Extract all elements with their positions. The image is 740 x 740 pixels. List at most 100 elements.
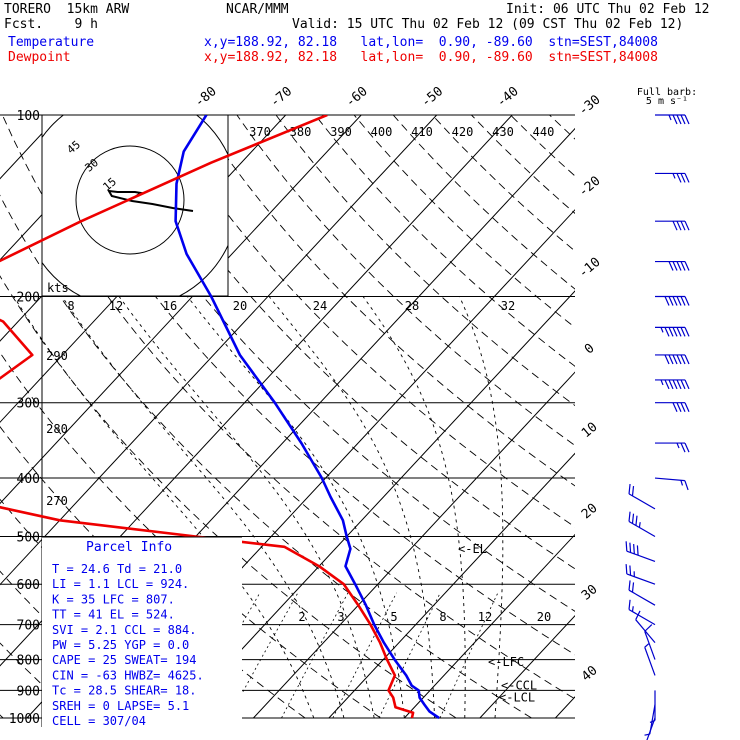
wind-barb-half-flag [680, 480, 684, 486]
wind-barb-flag [680, 354, 686, 365]
isotherm-label: 10 [579, 420, 601, 442]
dry-adiabat-line [119, 115, 575, 570]
isotherm-label: -60 [343, 84, 371, 111]
valid-time: Valid: 15 UTC Thu 02 Feb 12 (09 CST Thu … [292, 17, 684, 32]
wind-barb-flag [684, 220, 690, 231]
moist-adiabat-line [187, 296, 405, 719]
wind-barb-staff [626, 550, 656, 563]
mixing-ratio-label: 8 [439, 610, 446, 624]
wind-barb-flag [672, 296, 678, 306]
wind-barb-flag [636, 545, 639, 556]
wind-barb-flag [680, 379, 686, 390]
wind-barb-flag [672, 220, 678, 231]
wind-barb-flag [672, 327, 678, 337]
parcel-info-title: Parcel Info [86, 540, 172, 555]
org-label: NCAR/MMM [226, 2, 289, 17]
isotherm-line [177, 290, 575, 719]
wind-barb-half-flag [638, 522, 641, 528]
marker-ccl: <-CCL [501, 679, 537, 693]
isotherm-label: -40 [494, 84, 522, 111]
wind-barb-flag [668, 327, 674, 337]
wind-barb [655, 260, 690, 271]
wind-barb-flag [684, 480, 689, 491]
parcel-info-rows: T = 24.6 Td = 21.0LI = 1.1 LCL = 924.K =… [52, 562, 204, 728]
wind-barb-half-flag [660, 379, 664, 386]
wind-barb-flag [628, 484, 631, 494]
wind-barb-flag [672, 114, 678, 125]
wind-barb-flag [684, 402, 690, 412]
wind-barb [646, 717, 656, 740]
wind-barb-flag [680, 220, 686, 231]
marker-lfc: <-LFC [488, 655, 524, 669]
wind-barb-staff [628, 520, 656, 537]
isotherm-line [706, 115, 740, 718]
wind-barb-flag [676, 296, 682, 306]
wind-barb-flag [668, 354, 674, 365]
parcel-info-row: PW = 5.25 YGP = 0.0 [52, 638, 189, 652]
parcel-box-bg [42, 537, 242, 727]
pressure-label: 400 [17, 472, 40, 487]
theta-label: 400 [371, 125, 393, 139]
wind-barb [654, 477, 689, 491]
dry-adiabat-line [314, 115, 575, 367]
wind-barb-flag [628, 580, 631, 591]
mixing-ratio-label: 3 [337, 610, 344, 624]
wind-barb-half-flag [660, 327, 664, 333]
marker-lcl: <-LCL [499, 690, 535, 704]
forecast-hour: Fcst. 9 h [4, 17, 98, 32]
barb-legend-line1: Full barb: [637, 87, 697, 98]
wind-barb-flag [631, 486, 635, 496]
isotherm-line [0, 115, 362, 505]
pressure-label: 1000 [9, 712, 40, 727]
mixing-ratio-label: 2 [298, 610, 305, 624]
dry-adiabat-line [0, 714, 4, 719]
wind-barb-flag [684, 296, 690, 306]
wind-barb [628, 580, 656, 606]
wind-barb-flag [668, 296, 674, 306]
isotherm-label: -70 [268, 84, 296, 111]
wind-barb-flag [676, 354, 682, 365]
dewpoint-profile [0, 115, 415, 719]
isotherm-line [404, 533, 575, 719]
dry-adiabat-line [392, 115, 575, 290]
mixing-ratio-line [378, 592, 441, 719]
model-title: TORERO 15km ARW [4, 2, 130, 17]
isotherm-line [0, 115, 438, 586]
wind-barb [628, 599, 656, 626]
isotherm-label: 40 [579, 663, 601, 685]
wind-barb-flag [680, 296, 686, 306]
moist-adiabat-label: 16 [163, 299, 177, 313]
wind-barb-flag [676, 327, 682, 337]
init-time: Init: 06 UTC Thu 02 Feb 12 [506, 2, 710, 17]
wind-barb [655, 114, 690, 125]
wind-barb-flag [676, 220, 682, 231]
temperature-legend: Temperature [8, 35, 95, 50]
pressure-label: 200 [17, 291, 40, 306]
parcel-info-row: CIN = -63 HWBZ= 4625. [52, 668, 204, 682]
theta-label: 370 [249, 125, 271, 139]
wind-barb-flag [676, 402, 682, 412]
parcel-info-row: SREH = 0 LAPSE= 5.1 [52, 699, 189, 713]
theta-label: 410 [411, 125, 433, 139]
hodograph-box [41, 114, 229, 297]
barb-legend-line2: 5 m s⁻¹ [646, 96, 688, 107]
wind-barb-staff [628, 609, 656, 626]
mixing-ratio-label: 5 [390, 610, 397, 624]
wind-barb-flag [672, 261, 678, 271]
marker-el: <-EL [458, 542, 487, 556]
wind-barb [655, 295, 690, 306]
wind-barb-flag [676, 114, 682, 125]
dry-adiabat-line [158, 115, 575, 528]
moist-adiabat-label: 24 [313, 299, 327, 313]
wind-barb-flag [684, 261, 690, 271]
dewpoint-location: x,y=188.92, 82.18 lat,lon= 0.90, -89.60 … [204, 50, 658, 65]
dry-adiabat-line [549, 115, 575, 140]
isotherm-line [555, 696, 575, 719]
theta-label: 430 [492, 125, 514, 139]
wind-barb-flag [684, 327, 690, 337]
wind-barb-staff [644, 631, 656, 660]
isotherm-label: -80 [192, 84, 220, 111]
wind-barb-flag [644, 624, 653, 632]
dry-adiabat-line [353, 115, 575, 328]
